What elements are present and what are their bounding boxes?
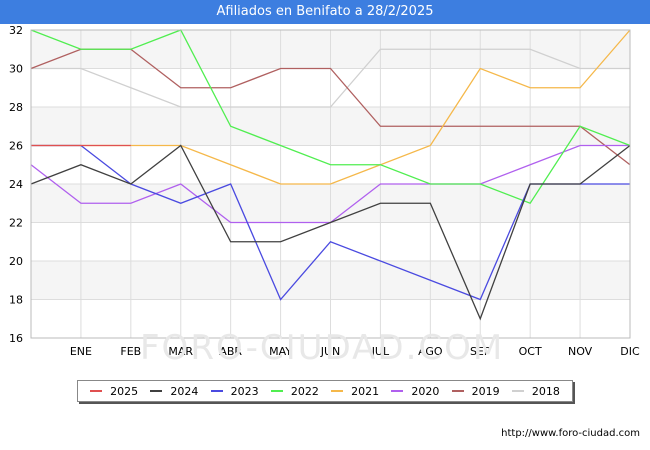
y-tick-label: 22 bbox=[9, 217, 23, 230]
legend-swatch bbox=[331, 390, 344, 392]
watermark-text: FORO-CIUDAD.COM bbox=[140, 328, 505, 368]
legend-item-2018: 2018 bbox=[511, 384, 560, 398]
legend-swatch bbox=[511, 390, 524, 392]
y-tick-label: 16 bbox=[9, 332, 23, 345]
series-line-2018 bbox=[31, 48, 630, 108]
legend-label: 2021 bbox=[351, 384, 380, 398]
legend-item-2025: 2025 bbox=[90, 385, 138, 398]
x-tick-label: NOV bbox=[568, 345, 593, 358]
legend-label: 2019 bbox=[471, 384, 500, 398]
x-tick-label: DIC bbox=[620, 345, 640, 358]
x-tick-label: OCT bbox=[519, 345, 542, 358]
legend-item-2022: 2022 bbox=[270, 384, 319, 398]
legend-swatch bbox=[270, 390, 283, 392]
series-lines bbox=[30, 29, 631, 321]
footer-url: http://www.foro-ciudad.com bbox=[501, 428, 640, 439]
legend-label: 2022 bbox=[290, 384, 319, 398]
legend-swatch bbox=[150, 390, 163, 392]
legend-swatch bbox=[90, 390, 103, 392]
legend-label: 2025 bbox=[110, 384, 139, 398]
y-tick-label: 28 bbox=[9, 101, 23, 114]
legend-swatch bbox=[210, 390, 223, 392]
legend-item-2019: 2019 bbox=[451, 384, 500, 398]
y-axis-tick-labels: 16 18 20 22 24 26 28 30 32 bbox=[9, 24, 23, 345]
x-tick-label: JUL bbox=[371, 345, 390, 358]
plot-frame bbox=[30, 29, 631, 339]
chart-title: Afiliados en Benifato a 28/2/2025 bbox=[0, 0, 650, 24]
x-tick-label: ENE bbox=[70, 345, 92, 358]
legend-label: 2024 bbox=[170, 384, 199, 398]
legend-swatch bbox=[451, 390, 464, 392]
legend: 2025 2024 2023 2022 2021 2020 2019 2018 bbox=[77, 380, 573, 402]
series-line-2024 bbox=[30, 144, 631, 321]
legend-label: 2023 bbox=[230, 384, 259, 398]
y-tick-label: 18 bbox=[9, 294, 23, 307]
x-tick-label: JUN bbox=[320, 345, 341, 358]
series-line-2022 bbox=[30, 29, 631, 205]
legend-item-2023: 2023 bbox=[210, 384, 259, 398]
y-tick-label: 32 bbox=[9, 24, 23, 37]
x-tick-label: MAR bbox=[168, 345, 193, 358]
y-tick-label: 20 bbox=[9, 255, 23, 268]
x-axis-tick-labels: ENE FEB MAR ABR MAY JUN JUL AGO SEP OCT NOV DIC bbox=[70, 345, 640, 358]
x-tick-label: MAY bbox=[269, 345, 292, 358]
y-tick-label: 30 bbox=[9, 63, 23, 76]
legend-item-2020: 2020 bbox=[391, 385, 439, 398]
y-tick-label: 26 bbox=[9, 140, 23, 153]
legend-item-2024: 2024 bbox=[150, 385, 198, 398]
x-tick-label: FEB bbox=[120, 345, 141, 358]
legend-swatch bbox=[391, 390, 404, 392]
x-tick-label: SEP bbox=[470, 345, 491, 358]
y-tick-label: 24 bbox=[9, 178, 23, 191]
x-tick-label: ABR bbox=[219, 345, 242, 358]
legend-label: 2020 bbox=[411, 384, 440, 398]
legend-item-2021: 2021 bbox=[331, 385, 379, 398]
x-tick-label: AGO bbox=[418, 345, 443, 358]
legend-label: 2018 bbox=[531, 384, 560, 398]
